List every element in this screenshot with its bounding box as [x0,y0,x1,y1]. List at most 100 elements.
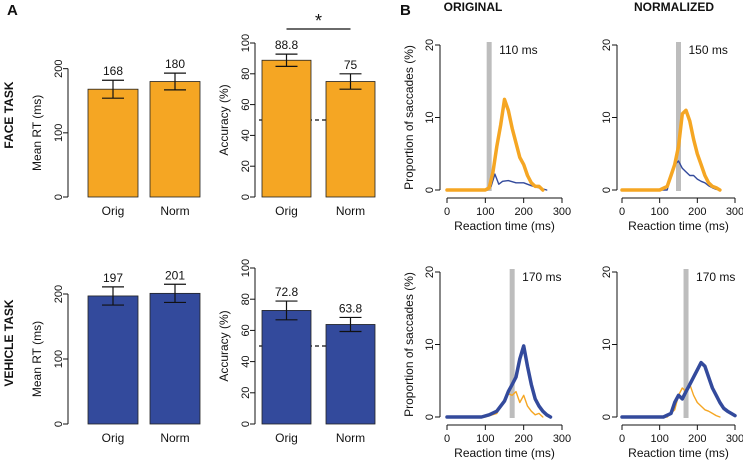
x-tick-label: 0 [444,206,450,218]
y-tick-label: 40 [240,129,252,141]
panel-label-a: A [7,2,18,19]
threshold-label: 110 ms [499,43,537,57]
vehicle-rt-chart: 0 100 200 Mean RT (ms) 197 Orig 201 Norm [30,268,201,445]
y-tick-label: 80 [240,68,252,80]
bar-norm [149,292,201,425]
y-tick-label: 60 [240,98,252,110]
x-axis-label: Reaction time (ms) [628,219,729,233]
y-axis-label: Accuracy (%) [217,310,231,381]
y-tick-label: 10 [424,338,436,350]
x-tick-label: 0 [619,206,625,218]
value-label: 180 [165,57,185,71]
x-axis-label: Reaction time (ms) [454,219,555,233]
correct-response-line [445,97,545,192]
y-tick-label: 0 [240,194,252,200]
correct-response-line [445,344,553,419]
x-tick-label: 200 [514,206,532,218]
x-axis-label: Reaction time (ms) [628,446,729,460]
x-tick-label: Norm [160,204,189,218]
x-tick-label: 0 [619,433,625,445]
x-tick-label: 100 [650,206,668,218]
y-tick-label: 0 [424,414,436,420]
x-tick-label: Orig [102,431,125,445]
bar-norm [325,324,376,425]
panel-label-b: B [400,2,411,19]
y-axis-label: Accuracy (%) [217,84,231,155]
y-tick-label: 0 [240,421,252,427]
bar-orig [87,88,139,198]
y-axis-label: Mean RT (ms) [30,95,44,171]
bar-orig [261,310,312,425]
column-title-normalized: NORMALIZED [634,0,714,14]
y-tick-label: 20 [240,160,252,172]
y-axis-label: Proportion of saccades (%) [402,272,416,417]
x-tick-label: 300 [553,433,571,445]
y-axis-label: Proportion of saccades (%) [402,45,416,190]
face-rt-chart: 0 100 200 Mean RT (ms) 168 Orig 180 Norm [30,57,201,218]
value-label: 72.8 [275,285,299,299]
correct-response-line [620,360,737,419]
threshold-label: 170 ms [696,270,735,284]
value-label: 201 [165,268,185,282]
y-tick-label: 20 [240,387,252,399]
x-tick-label: Orig [275,204,298,218]
y-tick-label: 100 [240,259,252,277]
y-tick-label: 0 [53,194,65,200]
y-tick-label: 200 [53,59,65,77]
threshold-label: 150 ms [689,43,728,57]
y-tick-label: 100 [53,124,65,142]
y-tick-label: 0 [601,187,613,193]
x-tick-label: Norm [336,204,365,218]
value-label: 75 [344,58,358,72]
bar-norm [149,81,201,198]
y-tick-label: 200 [53,285,65,303]
y-tick-label: 10 [424,111,436,123]
correct-response-line [620,108,722,192]
y-axis-label: Mean RT (ms) [30,321,44,397]
x-tick-label: 200 [688,206,706,218]
vehicle-acc-chart: 0 20 40 60 80 100 Accuracy (%) 72.8 Orig 63.8 Norm [217,259,376,445]
x-tick-label: 300 [726,206,743,218]
y-tick-label: 40 [240,355,252,367]
x-tick-label: 100 [476,206,494,218]
error-response-line [621,383,721,418]
face-acc-chart: 0 20 40 60 80 100 Accuracy (%) 88.8 Orig 75 Norm * [217,11,376,218]
x-tick-label: 300 [726,433,743,445]
x-tick-label: Orig [102,204,125,218]
y-tick-label: 100 [53,350,65,368]
x-tick-label: 300 [553,206,571,218]
x-axis-label: Reaction time (ms) [454,446,555,460]
x-tick-label: 0 [444,433,450,445]
x-tick-label: 200 [514,433,532,445]
value-label: 88.8 [275,38,299,52]
y-tick-label: 20 [601,39,613,51]
row-label-vehicle: VEHICLE TASK [2,299,16,386]
row-label-face: FACE TASK [2,81,16,148]
y-tick-label: 80 [240,293,252,305]
y-tick-label: 20 [424,39,436,51]
y-tick-label: 0 [53,421,65,427]
x-tick-label: 200 [688,433,706,445]
value-label: 168 [103,64,123,78]
significance-marker: * [315,11,322,31]
y-tick-label: 100 [240,34,252,52]
y-tick-label: 10 [601,338,613,350]
bar-norm [325,81,376,198]
threshold-label: 170 ms [522,270,561,284]
y-tick-label: 0 [601,414,613,420]
bar-orig [87,295,139,425]
y-tick-label: 10 [601,111,613,123]
x-tick-label: 100 [650,433,668,445]
x-tick-label: Norm [336,431,365,445]
y-tick-label: 20 [601,266,613,278]
y-tick-label: 60 [240,324,252,336]
column-title-original: ORIGINAL [444,0,503,14]
value-label: 63.8 [339,301,363,315]
y-tick-label: 20 [424,266,436,278]
